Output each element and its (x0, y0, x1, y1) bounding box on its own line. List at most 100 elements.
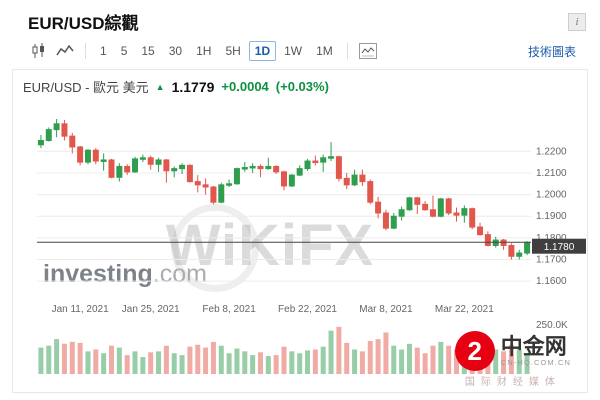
volume-bar (375, 339, 381, 374)
volume-bar (156, 351, 162, 374)
volume-bar (265, 356, 271, 374)
volume-bar (203, 347, 209, 374)
volume-bar (234, 348, 240, 374)
candle-body (179, 164, 186, 170)
volume-bar (54, 339, 60, 374)
cngold-name: 中金网 (500, 333, 567, 359)
volume-bar (383, 332, 389, 374)
x-axis-label: Feb 22, 2021 (278, 304, 337, 315)
page-title: EUR/USD綜觀 (28, 14, 139, 33)
chart-toolbar: 1 5 15 30 1H 5H 1D 1W 1M 技術圖表 (0, 37, 600, 69)
volume-bar (516, 349, 522, 374)
volume-bar (179, 355, 185, 374)
chart-area[interactable]: WiKiFX investing.com 1.2200 1.2100 1.2000 1… (13, 100, 587, 392)
y-axis-label: 1.2100 (536, 168, 567, 179)
timeframe-1w[interactable]: 1W (278, 41, 308, 61)
volume-bar (359, 351, 365, 374)
candle-body (202, 184, 209, 188)
candle-body (492, 239, 499, 246)
timeframe-1[interactable]: 1 (94, 41, 113, 61)
y-axis-label: 1.1700 (536, 255, 567, 266)
current-price-badge-text: 1.1780 (544, 242, 575, 253)
x-axis-label: Jan 25, 2021 (122, 304, 180, 315)
instrument-name: EUR/USD - 歐元 美元 (23, 80, 149, 95)
volume-bar (242, 351, 248, 374)
candle-body (69, 135, 76, 148)
line-type-icon[interactable] (52, 41, 78, 61)
toolbar-divider (85, 43, 86, 59)
volume-bar (148, 352, 154, 374)
volume-bar (257, 352, 263, 374)
timeframe-group: 1 5 15 30 1H 5H 1D 1W 1M (93, 41, 340, 61)
volume-bar (399, 349, 405, 374)
candle-body (61, 123, 68, 137)
candle-body (406, 197, 413, 211)
volume-bar (430, 345, 436, 374)
volume-bar (391, 345, 397, 374)
volume-bar (312, 349, 318, 374)
last-price: 1.1779 (171, 78, 215, 95)
volume-bar (195, 344, 201, 374)
candle-body (477, 226, 484, 236)
volume-bar (171, 353, 177, 374)
candle-body (484, 234, 491, 246)
candle-body (265, 165, 272, 170)
candle-body (398, 209, 405, 217)
candle-body (437, 198, 444, 217)
volume-bar (438, 341, 444, 374)
candle-body (226, 183, 233, 186)
volume-bar (85, 351, 91, 374)
info-icon[interactable]: i (568, 12, 586, 31)
price-chart[interactable]: 1.2200 1.2100 1.2000 1.1900 1.1800 1.1700 1.16… (13, 100, 587, 392)
candle-body (469, 208, 476, 228)
current-price-badge (532, 238, 586, 254)
timeframe-1d[interactable]: 1D (248, 41, 277, 61)
timeframe-5h[interactable]: 5H (219, 41, 246, 61)
volume-bar (69, 341, 75, 374)
volume-bar (344, 342, 350, 374)
x-axis-label: Feb 8, 2021 (202, 304, 256, 315)
y-axis-label: 1.2200 (536, 146, 567, 157)
volume-bar (108, 345, 114, 374)
volume-bar (305, 350, 311, 374)
volume-bar (501, 351, 507, 374)
timeframe-1h[interactable]: 1H (190, 41, 217, 61)
volume-bar (46, 345, 52, 374)
volume-bar (524, 354, 530, 374)
volume-bar (281, 346, 287, 374)
timeframe-1m[interactable]: 1M (310, 41, 339, 61)
volume-bar (320, 346, 326, 374)
candle-body (84, 149, 91, 163)
candle-body (116, 165, 123, 178)
volume-bar (367, 340, 373, 374)
candle-body (320, 157, 327, 163)
candle-body (500, 239, 507, 246)
candlestick-type-icon[interactable] (26, 41, 52, 61)
candle-body (351, 174, 358, 186)
y-axis-label: 1.1900 (536, 211, 567, 222)
timeframe-30[interactable]: 30 (163, 41, 188, 61)
timeframe-5[interactable]: 5 (115, 41, 134, 61)
timeframe-15[interactable]: 15 (135, 41, 160, 61)
volume-bar (93, 349, 99, 374)
indicators-icon[interactable] (355, 41, 381, 61)
candle-body (312, 160, 319, 164)
x-axis-label: Jan 11, 2021 (52, 304, 110, 315)
candle-body (100, 159, 107, 162)
y-axis-label: 1.1800 (536, 233, 567, 244)
cngold-domain: CN-HQ.COM.CN (500, 358, 571, 368)
candle-body (92, 149, 99, 162)
volume-bar (77, 342, 83, 374)
candle-body (422, 203, 429, 211)
technical-chart-link[interactable]: 技術圖表 (527, 44, 576, 59)
up-arrow-icon: ▲ (155, 81, 165, 92)
volume-bar (406, 343, 412, 374)
volume-bar (140, 357, 146, 374)
volume-bar (328, 330, 334, 374)
volume-bar (273, 355, 279, 374)
candle-body (233, 168, 240, 185)
candle-body (53, 123, 60, 131)
volume-axis-label: 250.0K (536, 320, 568, 331)
candle-body (218, 184, 225, 203)
